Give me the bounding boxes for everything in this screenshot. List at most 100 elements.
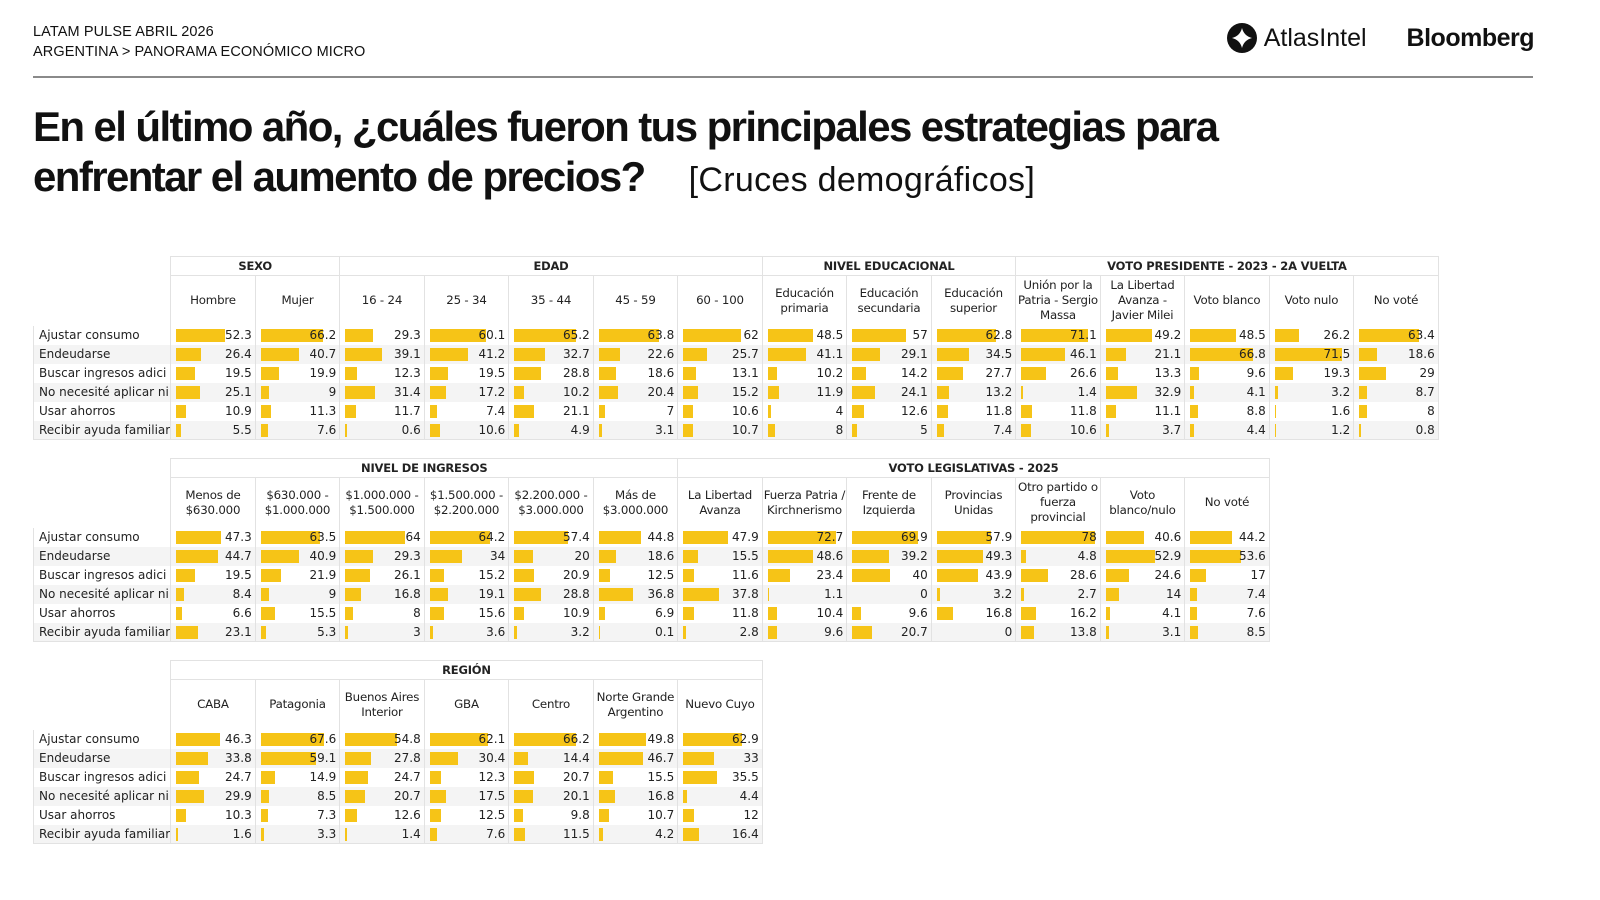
value-label: 9.6 — [824, 624, 844, 639]
value-label: 19.9 — [309, 366, 337, 380]
value-label: 60.1 — [478, 328, 506, 342]
value-bar — [1105, 328, 1152, 342]
value-bar — [598, 789, 615, 803]
value-label: 1.6 — [1331, 404, 1351, 418]
value-bar — [429, 732, 489, 746]
value-bar — [1359, 423, 1361, 437]
data-cell: 52.9 — [1099, 546, 1186, 566]
data-cell: 1.4 — [339, 824, 425, 844]
value-bar — [514, 530, 569, 544]
value-label: 7.3 — [317, 808, 337, 822]
value-bar — [514, 732, 577, 746]
data-cell: 15.5 — [592, 767, 679, 787]
table-row: Buscar ingresos adici 19.5 19.9 12.3 19.5 28.… — [32, 363, 1439, 383]
value-bar — [936, 568, 978, 582]
value-bar — [1021, 366, 1047, 380]
value-label: 11.1 — [1154, 404, 1182, 418]
value-label: 23.4 — [816, 568, 844, 582]
data-cell: 25.1 — [170, 382, 256, 402]
value-bar — [598, 366, 617, 380]
value-bar — [1105, 606, 1110, 620]
data-cell: 13.1 — [677, 363, 763, 383]
value-bar — [936, 385, 950, 399]
row-label: Usar ahorros — [32, 401, 171, 421]
data-cell: 2.8 — [677, 622, 763, 642]
row-label: Usar ahorros — [32, 805, 171, 825]
data-cell: 41.1 — [761, 344, 848, 364]
data-cell: 69.9 — [846, 527, 932, 547]
value-bar — [598, 530, 641, 544]
data-cell: 57.4 — [508, 527, 594, 547]
value-label: 29.9 — [225, 789, 252, 803]
data-cell: 52.3 — [170, 325, 256, 345]
row-label: Recibir ayuda familiar — [32, 824, 171, 844]
data-cell: 10.7 — [677, 420, 763, 440]
value-bar — [514, 625, 518, 639]
data-cell: 3.1 — [592, 420, 679, 440]
value-bar — [429, 549, 462, 563]
column-header: Mujer — [254, 275, 341, 326]
value-bar — [429, 587, 448, 601]
value-label: 11.9 — [816, 385, 844, 399]
value-bar — [683, 568, 695, 582]
data-cell: 24.6 — [1099, 565, 1186, 585]
value-label: 7.6 — [486, 826, 506, 841]
column-header: Provincias Unidas — [930, 477, 1017, 528]
data-cell: 7.6 — [1184, 603, 1270, 623]
value-bar — [345, 347, 382, 361]
value-bar — [683, 732, 743, 746]
value-label: 12 — [743, 808, 759, 822]
value-label: 47.3 — [225, 530, 252, 544]
value-bar — [429, 385, 446, 399]
value-bar — [852, 606, 862, 620]
data-cell: 4.8 — [1015, 546, 1101, 566]
data-cell: 29.9 — [170, 786, 256, 806]
group-header: SEXO — [170, 256, 341, 276]
value-label: 32.7 — [563, 347, 590, 361]
table-row: No necesité aplicar ni 29.9 8.5 20.7 17.5 20.… — [32, 786, 763, 806]
data-cell: 32.7 — [508, 344, 594, 364]
row-label: Buscar ingresos adici — [32, 767, 171, 787]
value-bar — [683, 751, 715, 765]
column-header: Menos de $630.000 — [170, 477, 256, 528]
data-cell: 13.3 — [1099, 363, 1186, 383]
data-cell: 30.4 — [423, 748, 510, 768]
value-label: 16.8 — [985, 606, 1013, 620]
column-header: $2.200.000 - $3.000.000 — [508, 477, 594, 528]
value-label: 20.7 — [394, 789, 421, 803]
value-label: 8 — [413, 606, 421, 620]
data-cell: 9 — [254, 382, 341, 402]
value-label: 26.4 — [225, 347, 252, 361]
bloomberg-logo: Bloomberg — [1406, 23, 1535, 52]
value-label: 22.6 — [647, 347, 675, 361]
value-label: 26.1 — [394, 568, 421, 582]
data-cell: 1.1 — [761, 584, 848, 604]
data-cell: 19.5 — [423, 363, 510, 383]
value-label: 19.1 — [478, 587, 506, 601]
table-row: Recibir ayuda familiar 1.6 3.3 1.4 7.6 11.5 4.… — [32, 824, 763, 844]
value-bar — [852, 328, 906, 342]
value-label: 5.5 — [232, 422, 252, 437]
column-header: Voto nulo — [1268, 275, 1355, 326]
table-row: Usar ahorros 6.6 15.5 8 15.6 10.9 6.9 11.8 10.4 9… — [32, 603, 1270, 623]
value-label: 3.3 — [317, 826, 337, 841]
value-label: 7 — [666, 404, 675, 418]
value-bar — [936, 606, 953, 620]
data-cell: 7 — [592, 401, 679, 421]
value-label: 49.8 — [647, 732, 675, 746]
value-bar — [176, 423, 182, 437]
data-cell: 27.7 — [930, 363, 1017, 383]
value-label: 21.1 — [1154, 347, 1182, 361]
value-bar — [852, 549, 890, 563]
value-bar — [345, 385, 375, 399]
data-cell: 47.9 — [677, 527, 763, 547]
data-cell: 62.1 — [423, 729, 510, 749]
value-label: 10.6 — [732, 404, 759, 418]
data-cell: 8.7 — [1353, 382, 1439, 402]
data-cell: 11.8 — [677, 603, 763, 623]
data-cell: 71.1 — [1015, 325, 1101, 345]
column-header: $1.500.000 - $2.200.000 — [423, 477, 510, 528]
data-cell: 10.3 — [170, 805, 256, 825]
value-bar — [429, 751, 459, 765]
data-cell: 4 — [761, 401, 848, 421]
